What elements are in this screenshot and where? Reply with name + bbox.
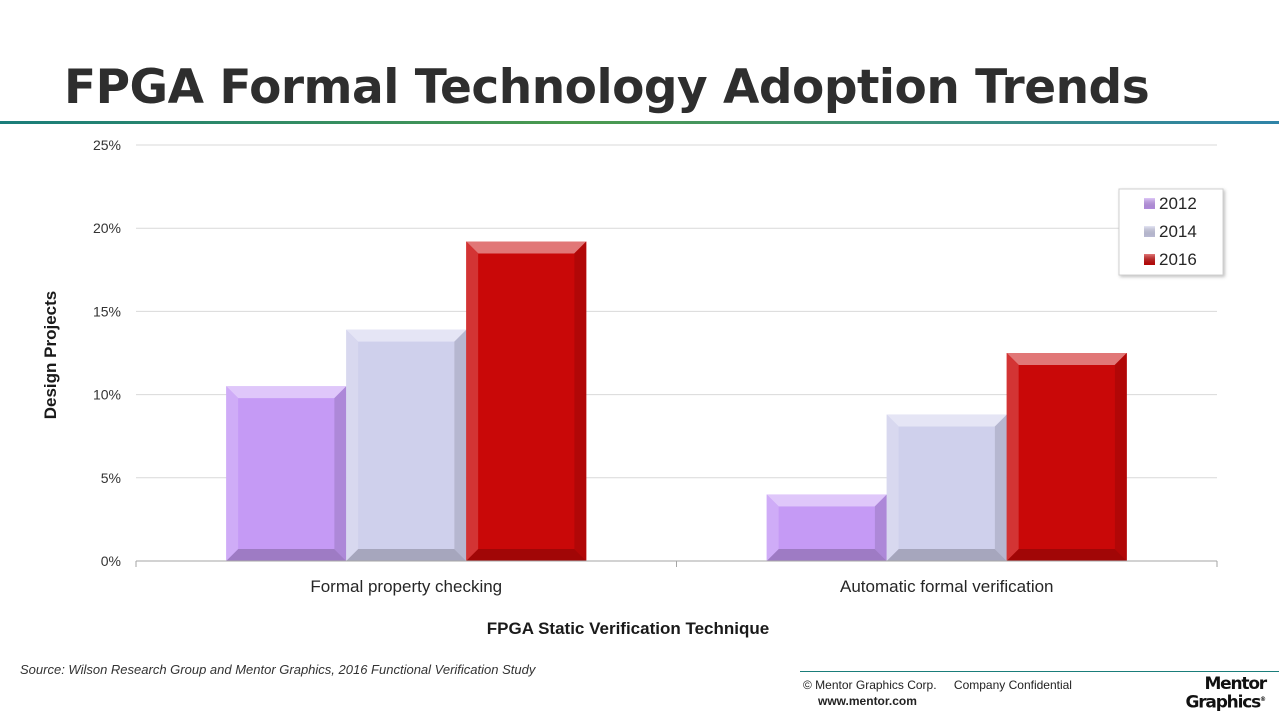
legend-label: 2016	[1159, 250, 1197, 269]
legend-item-2012: 2012	[1144, 194, 1197, 213]
confidential-text: Company Confidential	[953, 678, 1072, 692]
footer-copyright: © Mentor Graphics Corp. Company Confiden…	[803, 678, 1086, 692]
y-axis-title: Design Projects	[41, 291, 60, 420]
source-note: Source: Wilson Research Group and Mentor…	[20, 662, 536, 677]
logo-line-1: Mentor	[1204, 674, 1267, 694]
footer-divider	[800, 671, 1279, 672]
x-category-label: Formal property checking	[310, 577, 502, 596]
bar-2016-1	[466, 241, 587, 561]
y-tick-label: 10%	[93, 387, 121, 403]
bar-2014-2	[886, 414, 1007, 561]
bar-2012-1	[226, 386, 347, 561]
title-divider	[0, 121, 1279, 124]
legend-box	[1118, 188, 1224, 276]
logo-line-2-text: Graphics	[1185, 692, 1261, 713]
bar-2014-1	[346, 329, 467, 561]
legend-label: 2014	[1159, 222, 1197, 241]
y-tick-label: 15%	[93, 303, 121, 319]
copyright-text: © Mentor Graphics Corp.	[803, 678, 937, 692]
footer-website: www.mentor.com	[818, 694, 917, 708]
logo-line-2: Graphics®	[1166, 692, 1266, 711]
bar-2012-2	[766, 494, 887, 561]
bar-2016-2	[1006, 353, 1127, 561]
y-tick-label: 20%	[93, 220, 121, 236]
mentor-graphics-logo: Mentor Graphics®	[1166, 674, 1267, 714]
legend-item-2016: 2016	[1144, 250, 1197, 269]
y-tick-label: 0%	[101, 553, 121, 569]
y-tick-label: 5%	[101, 470, 121, 486]
legend-item-2014: 2014	[1144, 222, 1197, 241]
x-axis-title: FPGA Static Verification Technique	[487, 619, 769, 638]
x-category-label: Automatic formal verification	[840, 577, 1054, 596]
slide-title: FPGA Formal Technology Adoption Trends	[64, 60, 1150, 115]
logo-registered-mark: ®	[1260, 696, 1266, 703]
y-tick-label: 25%	[93, 137, 121, 153]
legend-label: 2012	[1159, 194, 1197, 213]
bar-chart: 0% 5% 10% 15% 20% 25% Formal property checking…	[41, 137, 1224, 638]
